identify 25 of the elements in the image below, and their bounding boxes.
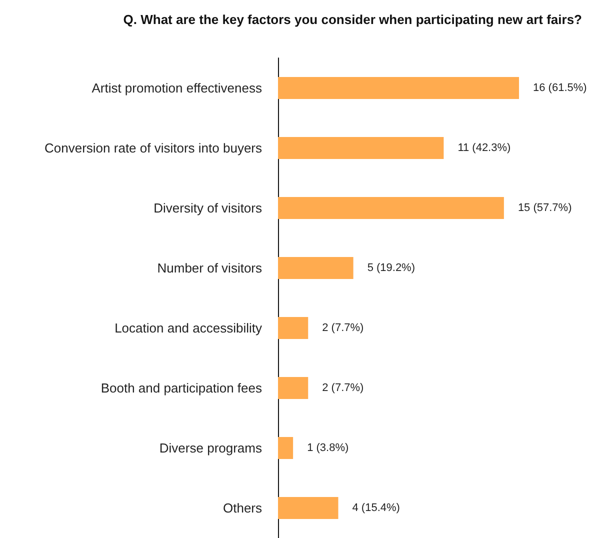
- y-tick-label: Diverse programs: [159, 440, 262, 456]
- data-label: 5 (19.2%): [367, 262, 416, 274]
- data-label: 15 (57.7%): [518, 202, 572, 214]
- data-label: 1 (3.8%): [307, 442, 349, 454]
- y-tick-label: Conversion rate of visitors into buyers: [44, 140, 262, 156]
- chart-title: Q. What are the key factors you consider when participating new art fairs?: [123, 12, 582, 27]
- bar: [278, 317, 308, 339]
- data-label: 4 (15.4%): [352, 502, 400, 514]
- bar: [278, 77, 519, 99]
- bar: [278, 437, 294, 459]
- data-label: 2 (7.7%): [322, 382, 364, 394]
- y-tick-label: Number of visitors: [157, 260, 262, 276]
- y-tick-label: Booth and participation fees: [100, 380, 262, 396]
- data-label: 2 (7.7%): [322, 322, 364, 334]
- bar: [278, 137, 444, 159]
- y-tick-label: Diversity of visitors: [154, 200, 262, 216]
- bar: [278, 497, 338, 519]
- y-tick-label: Others: [222, 500, 262, 516]
- y-tick-label: Location and accessibility: [114, 320, 262, 336]
- data-label: 16 (61.5%): [533, 82, 587, 94]
- bar: [278, 197, 504, 219]
- y-tick-label: Artist promotion effectiveness: [92, 80, 262, 96]
- bar: [278, 257, 354, 279]
- data-label: 11 (42.3%): [458, 142, 511, 154]
- bar: [278, 377, 308, 399]
